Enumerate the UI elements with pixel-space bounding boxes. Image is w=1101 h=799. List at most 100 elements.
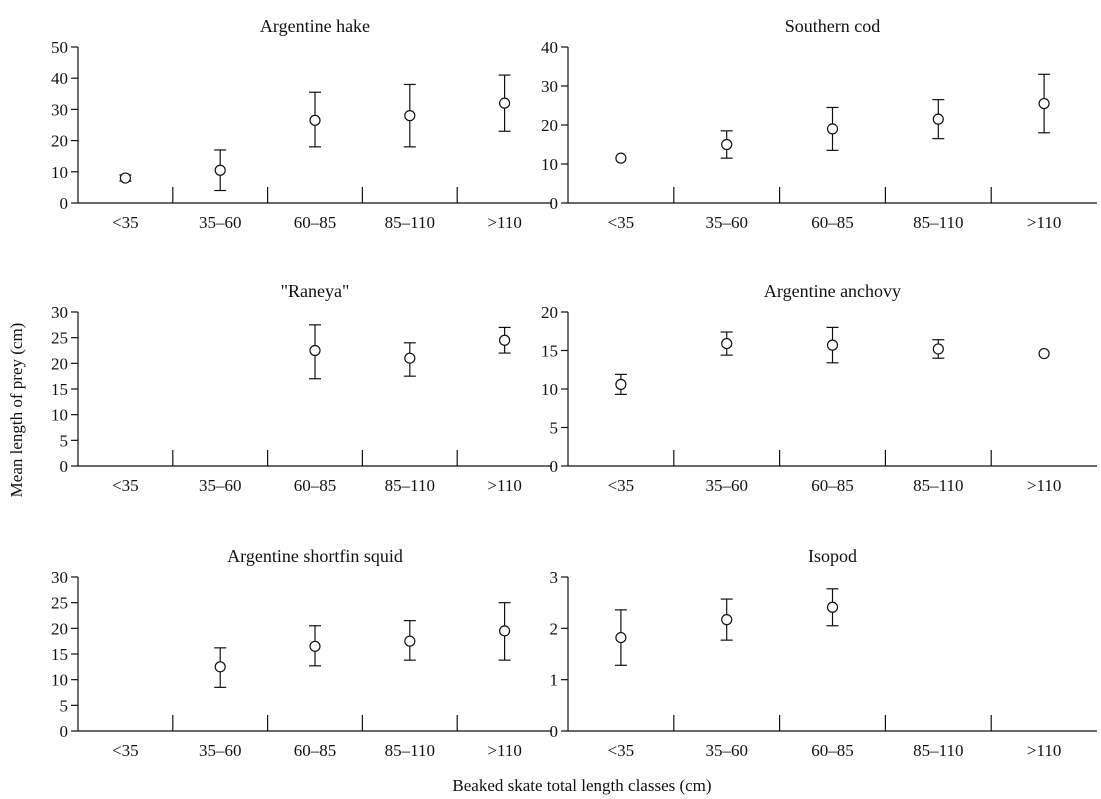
data-point [499, 97, 511, 109]
x-tick-label: >110 [487, 476, 521, 495]
x-tick-label: >110 [487, 741, 521, 760]
panel-southern-cod: Southern cod 0 10 20 30 40 <35 35–60 60–85 85–110… [541, 16, 1097, 232]
x-tick-label: 35–60 [199, 213, 242, 232]
x-tick-label: <35 [608, 741, 635, 760]
data-point [1038, 347, 1050, 360]
x-tick-label: 35–60 [199, 476, 242, 495]
x-tick-label: <35 [112, 741, 139, 760]
y-tick-label: 50 [51, 38, 68, 57]
y-tick-label: 0 [550, 722, 559, 741]
y-tick-label: 0 [60, 194, 69, 213]
panel-title: Isopod [808, 546, 857, 566]
data-point [309, 344, 321, 357]
y-tick-label: 0 [60, 722, 69, 741]
x-tick-label: <35 [608, 476, 635, 495]
data-point [932, 343, 944, 355]
data-point [721, 614, 733, 626]
x-tick-label: 60–85 [294, 213, 337, 232]
panel-isopod: Isopod 0 1 2 3 <35 35–60 60–85 85–110 >110 [550, 546, 1097, 760]
y-tick-label: 30 [51, 303, 68, 322]
x-tick-label: >110 [1027, 741, 1061, 760]
y-tick-label: 20 [51, 619, 68, 638]
y-tick-label: 5 [550, 419, 559, 438]
panel-title: Argentine hake [260, 16, 370, 36]
data-point [615, 378, 627, 390]
x-tick-label: 60–85 [811, 476, 854, 495]
y-tick-label: 5 [60, 431, 69, 450]
panel-raneya: "Raneya" 0 5 10 15 20 25 30 <35 35–60 60–85 85–110 >… [51, 281, 552, 495]
x-tick-label: <35 [608, 213, 635, 232]
y-tick-label: 5 [60, 696, 69, 715]
y-tick-label: 10 [51, 671, 68, 690]
data-point [499, 625, 511, 637]
data-point [932, 113, 944, 125]
data-point [499, 334, 511, 346]
x-tick-label: 60–85 [294, 476, 337, 495]
y-tick-label: 40 [51, 69, 68, 88]
data-point [404, 635, 416, 647]
x-tick-label: 35–60 [705, 741, 748, 760]
data-point [826, 601, 839, 613]
panel-argentine-hake: Argentine hake 0 10 20 30 40 50 <35 35–60 60–85 85… [51, 16, 552, 232]
y-tick-label: 20 [51, 132, 68, 151]
y-tick-label: 15 [51, 645, 68, 664]
x-tick-label: >110 [487, 213, 521, 232]
data-point [404, 352, 416, 364]
panel-title: "Raneya" [281, 281, 350, 301]
y-tick-label: 1 [550, 671, 559, 690]
x-tick-label: 85–110 [913, 741, 963, 760]
x-tick-label: 85–110 [385, 213, 435, 232]
y-tick-label: 15 [541, 342, 558, 361]
x-axis-label: Beaked skate total length classes (cm) [452, 776, 711, 795]
data-point [214, 164, 226, 176]
y-tick-label: 10 [541, 380, 558, 399]
panel-title: Southern cod [785, 16, 880, 36]
y-tick-label: 10 [51, 406, 68, 425]
x-tick-label: 85–110 [913, 476, 963, 495]
data-point [826, 339, 839, 351]
data-point [404, 110, 416, 122]
x-tick-label: 60–85 [811, 741, 854, 760]
panel-title: Argentine anchovy [764, 281, 901, 301]
y-tick-label: 2 [550, 619, 559, 638]
panel-argentine-anchovy: Argentine anchovy 0 5 10 15 20 <35 35–60 60–85 85… [541, 281, 1097, 495]
data-point [615, 631, 627, 644]
panel-title: Argentine shortfin squid [227, 546, 403, 566]
y-tick-label: 40 [541, 38, 558, 57]
y-tick-label: 0 [550, 457, 559, 476]
y-tick-label: 10 [541, 155, 558, 174]
x-tick-label: 85–110 [385, 476, 435, 495]
data-point [615, 152, 627, 164]
data-point [309, 114, 321, 126]
y-tick-label: 0 [550, 194, 559, 213]
x-tick-label: 35–60 [199, 741, 242, 760]
y-axis-label: Mean length of prey (cm) [7, 323, 26, 498]
data-point [721, 138, 733, 151]
y-tick-label: 30 [51, 100, 68, 119]
y-tick-label: 20 [541, 116, 558, 135]
x-tick-label: >110 [1027, 213, 1061, 232]
x-tick-label: 60–85 [811, 213, 854, 232]
x-tick-label: <35 [112, 476, 139, 495]
x-tick-label: 60–85 [294, 741, 337, 760]
data-point [119, 172, 132, 184]
x-tick-label: <35 [112, 213, 139, 232]
y-tick-label: 25 [51, 329, 68, 348]
y-tick-label: 30 [541, 77, 558, 96]
y-tick-label: 15 [51, 380, 68, 399]
x-tick-label: 35–60 [705, 213, 748, 232]
y-tick-label: 10 [51, 163, 68, 182]
data-point [826, 123, 839, 135]
panel-argentine-shortfin-squid: Argentine shortfin squid 0 5 10 15 20 25 30 <35 3… [51, 546, 552, 760]
x-tick-label: 35–60 [705, 476, 748, 495]
data-point [721, 337, 733, 350]
y-tick-label: 0 [60, 457, 69, 476]
y-tick-label: 20 [51, 354, 68, 373]
x-tick-label: >110 [1027, 476, 1061, 495]
y-tick-label: 25 [51, 594, 68, 613]
data-point [1038, 97, 1050, 110]
x-tick-label: 85–110 [385, 741, 435, 760]
y-tick-label: 20 [541, 303, 558, 322]
